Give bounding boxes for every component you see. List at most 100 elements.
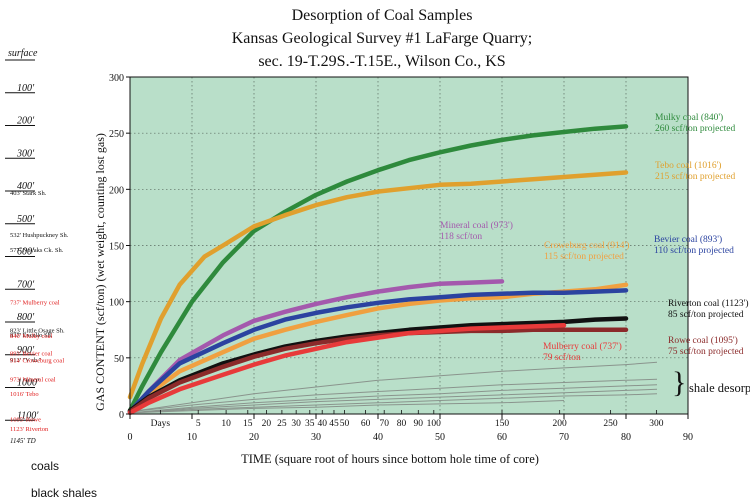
series-note: 110 scf/ton projected: [654, 245, 734, 256]
day-tick-label: 80: [397, 419, 407, 429]
series-label: Mineral coal (973'): [440, 220, 513, 231]
shale-brace: }: [672, 366, 686, 399]
coal-series-lines: [127, 124, 629, 416]
series-label: Rowe coal (1095'): [668, 335, 738, 346]
x-axis-label: TIME (square root of hours since bottom …: [241, 452, 539, 466]
x-tick-label: 70: [559, 432, 569, 443]
day-tick-label: 200: [553, 419, 568, 429]
strat-unit-label: 914' Croweburg coal: [10, 357, 64, 364]
day-tick-label: 150: [495, 419, 510, 429]
y-axis-ticks: 0 50 100 150 200 250 300: [109, 73, 130, 421]
title-line-2: Kansas Geological Survey #1 LaFarge Quar…: [232, 30, 533, 47]
strat-unit-label: 1016' Tebo: [10, 391, 39, 398]
strat-unit-label: 913' "V sh.": [10, 357, 42, 364]
depth-tick-label: 600': [17, 247, 35, 258]
x-tick-label: 10: [187, 432, 197, 443]
x-tick-label: 0: [128, 432, 133, 443]
series-line: [127, 170, 629, 400]
series-note: 215 scf/ton projected: [655, 171, 735, 182]
series-label: Bevier coal (893'): [654, 234, 722, 245]
column-legend-label: black shales: [31, 486, 97, 500]
shale-desorption-line: [129, 388, 658, 414]
x-tick-label: 90: [683, 432, 693, 443]
depth-tick-label: 100': [17, 83, 35, 94]
depth-tick-label: 900': [17, 345, 35, 356]
day-tick-label: 35: [305, 419, 315, 429]
day-tick-label: 50: [340, 419, 350, 429]
day-tick-label: 70: [379, 419, 389, 429]
shale-desorptions-label: shale desorptions: [689, 381, 750, 395]
strat-unit-label: 823' Little Osage Sh.: [10, 328, 65, 335]
strat-unit-label: 837' Excello Sh.: [10, 332, 53, 339]
strat-unit-label: 1095' Rowe: [10, 417, 41, 424]
strat-unit-label: 973' Mineral coal: [10, 377, 56, 384]
series-note: 75 scf/ton projected: [668, 346, 744, 357]
day-tick-label: 30: [291, 419, 301, 429]
shale-desorption-line: [129, 361, 658, 413]
day-tick-label: 15: [243, 419, 253, 429]
strat-unit-label: 840' Mulky coal: [10, 333, 53, 340]
shale-desorption-line: [129, 384, 658, 414]
day-tick-label: 40: [317, 419, 327, 429]
x-tick-label: 20: [249, 432, 259, 443]
y-tick-label: 250: [109, 129, 124, 140]
shale-desorption-line: [129, 378, 658, 413]
series-note: 260 scf/ton projected: [655, 123, 735, 134]
y-axis-label: GAS CONTENT (scf/ton) (wet weight, count…: [93, 133, 107, 411]
series-line: [127, 124, 629, 413]
title-line-1: Desorption of Coal Samples: [292, 7, 473, 24]
day-tick-label: 20: [262, 419, 272, 429]
shale-desorption-line: [129, 400, 565, 414]
title-line-3: sec. 19-T.29S.-T.15E., Wilson Co., KS: [258, 53, 505, 70]
y-tick-label: 150: [109, 242, 124, 253]
series-note: 115 scf/ton projected: [544, 251, 624, 262]
series-note: 85 scf/ton projected: [668, 309, 744, 320]
y-tick-label: 50: [114, 354, 124, 365]
day-tick-label: 25: [277, 419, 287, 429]
y-tick-label: 0: [119, 410, 124, 421]
series-note: 79 scf/ton: [543, 352, 581, 363]
series-label: Riverton coal (1123'): [668, 298, 749, 309]
depth-tick-label: 500': [17, 214, 35, 225]
y-tick-label: 100: [109, 298, 124, 309]
series-line: [127, 316, 629, 413]
shale-desorption-line: [129, 393, 658, 414]
day-tick-label: 300: [649, 419, 664, 429]
series-line: [127, 288, 629, 415]
series-line: [127, 323, 567, 416]
strat-unit-label: 737' Mulberry coal: [10, 299, 60, 306]
depth-tick-label: 400': [17, 181, 35, 192]
series-line: [127, 279, 505, 415]
day-tick-label: Days: [151, 419, 171, 429]
depth-tick-label: 200': [17, 116, 35, 127]
day-tick-label: 60: [361, 419, 371, 429]
x-tick-label: 50: [435, 432, 445, 443]
day-tick-label: 5: [196, 419, 201, 429]
x-tick-label: 40: [373, 432, 383, 443]
strat-unit-label: 1123' Riverton: [10, 426, 49, 433]
day-tick-label: 90: [414, 419, 424, 429]
y-tick-label: 300: [109, 73, 124, 84]
day-tick-label: 45: [329, 419, 339, 429]
series-label: Tebo coal (1016'): [655, 160, 721, 171]
series-label: Croweburg coal (914'): [544, 240, 629, 251]
series-note: 118 scf/ton: [440, 231, 482, 242]
strat-unit-label: 577' Noyaks Ck. Sh.: [10, 247, 64, 254]
stratigraphic-column: surface 100' 200' 300' 400' 500' 600' 700' 800' 9…: [5, 48, 97, 500]
y-tick-label: 200: [109, 185, 124, 196]
column-legend-label: coals: [31, 459, 59, 473]
day-tick-label: 100: [427, 419, 442, 429]
x-axis-day-ticks: Days 5 10 15 20 25 30 35 40 45 50 60 70 80 90 100 150 200…: [151, 410, 664, 429]
shale-desorptions-label-group: } shale desorptions: [672, 366, 750, 399]
strat-unit-label: 893' Bevier coal: [10, 350, 53, 357]
depth-tick-label: 700': [17, 279, 35, 290]
depth-tick-label: 300': [16, 148, 35, 159]
depth-tick-label: 1100': [17, 410, 39, 421]
total-depth-label: 1145' TD: [10, 437, 36, 445]
series-label: Mulberry coal (737'): [543, 341, 622, 352]
x-axis-ticks: 0 10 20 30 40 50 60 70 80 90: [128, 414, 693, 443]
chart-title: Desorption of Coal Samples Kansas Geolog…: [232, 7, 533, 70]
x-tick-label: 30: [311, 432, 321, 443]
x-tick-label: 60: [497, 432, 507, 443]
